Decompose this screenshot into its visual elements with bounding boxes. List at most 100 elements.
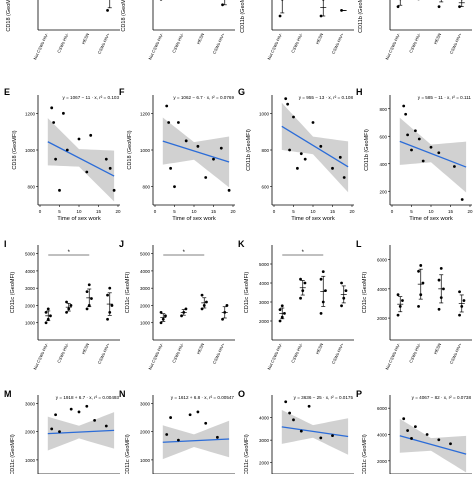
panel-M-point — [58, 430, 61, 433]
panel-F-point — [185, 139, 188, 142]
panel-G-point — [300, 152, 303, 155]
panel-P-point — [402, 417, 405, 420]
panel-J-point — [226, 304, 229, 307]
panel-J-xtick-label: Not CSWs HIV- — [147, 342, 164, 371]
panel-K-point — [301, 289, 304, 292]
panel-K-ytick-label: 4000 — [259, 281, 270, 286]
panel-H-equation: y = 585 − 11 · x, r² = 0.111 — [418, 95, 472, 100]
top-1-point — [160, 0, 163, 1]
panel-L-point — [417, 270, 420, 273]
panel-G-point — [343, 176, 346, 179]
panel-E-xtick-label: 0 — [39, 209, 42, 214]
panel-L-point — [442, 287, 445, 290]
panel-letter-E: E — [4, 87, 10, 97]
panel-H-point — [418, 138, 421, 141]
panel-J-point — [162, 318, 165, 321]
panel-P-point — [406, 429, 409, 432]
panel-I-point — [47, 318, 50, 321]
panel-H-ylabel: CD11b (GeoMFI) — [364, 129, 370, 171]
panel-P-point — [414, 425, 417, 428]
panel-I-point — [108, 287, 111, 290]
panel-K-point — [299, 278, 302, 281]
panel-I-ylabel: CD11c (GeoMFI) — [10, 272, 16, 314]
panel-K-point — [279, 308, 282, 311]
panel-K-xtick-label: CSWs HIV- — [290, 342, 304, 364]
panel-M-point — [54, 413, 57, 416]
panel-letter-J: J — [119, 239, 124, 249]
panel-K-ytick-label: 3000 — [259, 300, 270, 305]
top-3-xtick-label: HESN — [433, 32, 442, 45]
panel-E-confidence-band — [48, 118, 114, 201]
panel-G-ytick-label: 1000 — [259, 111, 270, 116]
panel-L-point — [438, 308, 441, 311]
top-2-point — [340, 9, 343, 12]
panel-P-point — [449, 442, 452, 445]
panel-G-xtick-label: 10 — [310, 209, 316, 214]
panel-M-point — [93, 419, 96, 422]
panel-K-point — [283, 312, 286, 315]
panel-F-xtick-label: 5 — [173, 209, 176, 214]
panel-J-point — [201, 308, 204, 311]
panel-G-point — [319, 145, 322, 148]
panel-L-point — [422, 282, 425, 285]
panel-J-point — [223, 311, 226, 314]
panel-J-ytick-label: 2000 — [140, 303, 151, 308]
panel-I-point — [47, 308, 50, 311]
panel-L-xtick-label: Not CSWs HIV- — [384, 342, 401, 371]
top-3-point — [438, 5, 441, 8]
panel-letter-N: N — [119, 389, 126, 399]
panel-M-ytick-label: 2000 — [25, 430, 36, 435]
top-1-xtick-label: CSWs HIV- — [171, 32, 185, 54]
panel-J-point — [182, 311, 185, 314]
panel-G-xtick-label: 5 — [292, 209, 295, 214]
panel-J-point — [201, 294, 204, 297]
panel-O-confidence-band — [282, 410, 348, 455]
panel-L-point — [397, 314, 400, 317]
panel-K-ylabel: CD11c (GeoMFI) — [244, 272, 250, 314]
panel-J-point — [160, 311, 163, 314]
top-0-ylabel: CD18 (GeoMFI) — [6, 0, 12, 32]
top-2-point — [279, 15, 282, 18]
panel-I-ytick-label: 5000 — [25, 252, 36, 257]
panel-P-point — [437, 438, 440, 441]
panel-N-ylabel: CD11c (GeoMFI) — [125, 434, 131, 474]
panel-K-point — [322, 270, 325, 273]
panel-O-point — [288, 412, 291, 415]
top-3-point — [397, 5, 400, 8]
panel-J-point — [185, 308, 188, 311]
top-0-xtick-label: CSWs HIV+ — [97, 32, 111, 55]
panel-G-point — [292, 116, 295, 119]
panel-K-xtick-label: HESN — [315, 342, 324, 355]
top-1-xtick-label: Not CSWs HIV- — [147, 32, 164, 61]
panel-F-xtick-label: 20 — [230, 209, 236, 214]
panel-K-point — [322, 301, 325, 304]
panel-N-point — [169, 416, 172, 419]
panel-E-ytick-label: 1000 — [25, 148, 36, 153]
panel-L-xtick-label: CSWs HIV+ — [449, 342, 463, 365]
panel-N-point — [177, 439, 180, 442]
panel-E-point — [58, 189, 61, 192]
panel-K-point — [320, 312, 323, 315]
panel-G-point — [331, 167, 334, 170]
panel-M-ylabel: CD11c (GeoMFI) — [10, 434, 16, 474]
top-3-xtick-label: CSWs HIV- — [408, 32, 422, 54]
panel-I-xtick-label: HESN — [81, 342, 90, 355]
panel-L-xtick-label: HESN — [433, 342, 442, 355]
panel-H-point — [430, 146, 433, 149]
panel-letter-O: O — [238, 389, 245, 399]
panel-G-xlabel: Time of sex work — [291, 216, 335, 222]
panel-G-point — [288, 149, 291, 152]
panel-I-point — [90, 297, 93, 300]
panel-O-ytick-label: 3000 — [259, 438, 270, 443]
panel-L-point — [463, 299, 466, 302]
panel-M-ytick-label: 3000 — [25, 401, 36, 406]
panel-I-xtick-label: Not CSWs HIV- — [32, 342, 49, 371]
panel-F-xtick-label: 0 — [154, 209, 157, 214]
